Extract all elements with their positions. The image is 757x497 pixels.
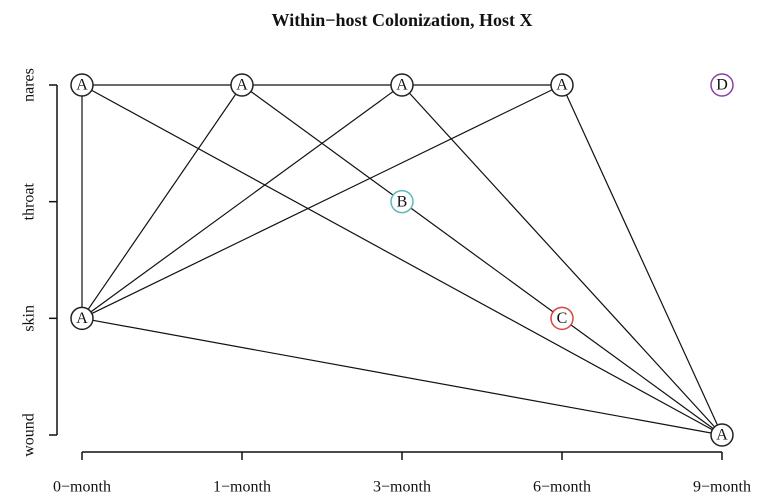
edge <box>81 317 723 436</box>
edge <box>81 84 563 319</box>
edge <box>401 84 723 436</box>
x-tick-label: 3−month <box>373 479 431 496</box>
edge <box>561 84 723 436</box>
x-tick-label: 0−month <box>53 479 111 496</box>
node-label: A <box>236 77 248 94</box>
node-label: C <box>557 310 568 327</box>
chart-title: Within−host Colonization, Host X <box>272 10 533 30</box>
edge <box>401 201 563 319</box>
node-label: A <box>396 77 408 94</box>
edge <box>81 84 403 319</box>
x-tick-label: 6−month <box>533 479 591 496</box>
node <box>230 73 254 97</box>
y-tick-label: skin <box>21 305 38 332</box>
node-label: A <box>556 77 568 94</box>
x-tick-label: 9−month <box>693 479 751 496</box>
node-label: D <box>716 77 728 94</box>
node-label: A <box>76 77 88 94</box>
node <box>710 423 734 447</box>
edge <box>561 317 723 436</box>
y-tick-label: wound <box>21 413 38 457</box>
x-tick-label: 1−month <box>213 479 271 496</box>
edge <box>81 84 723 436</box>
node <box>70 306 94 331</box>
node-label: B <box>397 193 408 210</box>
node <box>70 73 94 97</box>
node-label: A <box>76 310 88 327</box>
edge <box>241 84 403 203</box>
node <box>710 73 734 97</box>
node <box>550 306 574 331</box>
node <box>390 189 414 214</box>
y-tick-label: throat <box>21 182 38 220</box>
y-tick-label: nares <box>21 68 38 102</box>
node <box>390 73 414 97</box>
node-label: A <box>716 427 728 444</box>
node <box>550 73 574 97</box>
edge <box>81 84 243 319</box>
